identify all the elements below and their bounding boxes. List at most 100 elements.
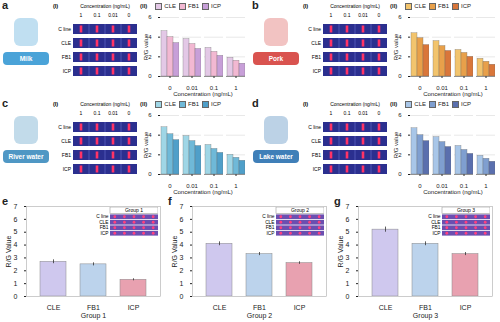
- svg-text:C line: C line: [58, 26, 71, 32]
- svg-text:R/G Value: R/G Value: [5, 236, 12, 268]
- svg-text:Group 3: Group 3: [413, 312, 438, 320]
- svg-text:0: 0: [14, 293, 18, 300]
- svg-text:Group 2: Group 2: [291, 207, 309, 213]
- svg-text:ICP: ICP: [460, 304, 472, 311]
- svg-text:0: 0: [180, 293, 184, 300]
- svg-text:Group 3: Group 3: [457, 207, 475, 213]
- svg-text:6: 6: [148, 14, 152, 20]
- svg-text:R/G Value: R/G Value: [171, 236, 178, 268]
- svg-text:R/G value: R/G value: [393, 131, 399, 158]
- svg-text:CLE: CLE: [311, 138, 321, 144]
- svg-text:ICP: ICP: [313, 166, 322, 172]
- svg-text:1: 1: [234, 183, 238, 189]
- svg-text:0: 0: [346, 293, 350, 300]
- svg-text:ICP: ICP: [433, 231, 441, 236]
- svg-text:Concentration (ng/mL): Concentration (ng/mL): [173, 91, 233, 97]
- svg-text:0.1: 0.1: [94, 110, 101, 116]
- svg-text:0: 0: [148, 73, 152, 79]
- svg-text:3: 3: [346, 254, 350, 261]
- svg-text:FB1: FB1: [432, 225, 441, 230]
- svg-text:4: 4: [346, 241, 350, 248]
- svg-text:FB1: FB1: [419, 304, 432, 311]
- svg-text:(I): (I): [53, 3, 58, 9]
- svg-text:C line: C line: [262, 214, 275, 219]
- svg-text:0.01: 0.01: [108, 110, 118, 116]
- svg-text:1: 1: [330, 12, 333, 18]
- svg-text:FB1: FB1: [87, 304, 100, 311]
- svg-text:0: 0: [148, 171, 152, 177]
- svg-text:1: 1: [14, 280, 18, 287]
- svg-text:3: 3: [14, 254, 18, 261]
- svg-text:0.1: 0.1: [344, 12, 351, 18]
- svg-text:CLE: CLE: [431, 220, 440, 225]
- svg-text:CLE: CLE: [311, 40, 321, 46]
- svg-text:CLE: CLE: [61, 138, 71, 144]
- svg-text:0: 0: [418, 85, 422, 91]
- svg-text:C line: C line: [58, 124, 71, 130]
- svg-text:FB1: FB1: [253, 304, 266, 311]
- svg-text:0.1: 0.1: [94, 12, 101, 18]
- svg-text:C line: C line: [308, 26, 321, 32]
- svg-text:ICP: ICP: [294, 304, 306, 311]
- svg-text:(I): (I): [303, 3, 308, 9]
- svg-text:3: 3: [180, 254, 184, 261]
- svg-text:ICP: ICP: [101, 231, 109, 236]
- svg-text:1: 1: [484, 85, 488, 91]
- svg-text:ICP: ICP: [63, 166, 72, 172]
- svg-text:Concentration (ng/mL): Concentration (ng/mL): [423, 91, 483, 97]
- svg-text:5: 5: [346, 228, 350, 235]
- svg-text:4: 4: [14, 241, 18, 248]
- svg-text:1: 1: [330, 110, 333, 116]
- svg-text:6: 6: [14, 216, 18, 223]
- svg-text:CLE: CLE: [99, 220, 108, 225]
- svg-text:FB1: FB1: [100, 225, 109, 230]
- svg-text:7: 7: [180, 203, 184, 210]
- svg-text:0: 0: [378, 110, 381, 116]
- svg-text:0: 0: [128, 110, 131, 116]
- svg-text:1: 1: [80, 110, 83, 116]
- svg-text:0.01: 0.01: [358, 12, 368, 18]
- svg-text:R/G value: R/G value: [143, 33, 149, 60]
- svg-text:(I): (I): [303, 101, 308, 107]
- svg-text:0: 0: [168, 183, 172, 189]
- svg-text:0.01: 0.01: [108, 12, 118, 18]
- svg-text:C line: C line: [428, 214, 441, 219]
- svg-text:CLE: CLE: [47, 304, 61, 311]
- svg-text:6: 6: [180, 216, 184, 223]
- svg-text:C line: C line: [96, 214, 109, 219]
- svg-text:6: 6: [346, 216, 350, 223]
- svg-text:Concentration (ng/mL): Concentration (ng/mL): [330, 3, 380, 9]
- svg-text:Concentration (ng/mL): Concentration (ng/mL): [80, 3, 130, 9]
- svg-text:ICP: ICP: [313, 68, 322, 74]
- svg-text:1: 1: [180, 280, 184, 287]
- svg-text:0.1: 0.1: [344, 110, 351, 116]
- svg-text:0: 0: [168, 85, 172, 91]
- svg-text:FB1: FB1: [62, 54, 71, 60]
- svg-text:CLE: CLE: [379, 304, 393, 311]
- svg-text:Group 1: Group 1: [125, 207, 143, 213]
- svg-text:0: 0: [398, 171, 402, 177]
- svg-text:Group 2: Group 2: [247, 312, 272, 320]
- svg-text:2: 2: [14, 267, 18, 274]
- svg-text:ICP: ICP: [267, 231, 275, 236]
- svg-text:0: 0: [378, 12, 381, 18]
- svg-text:FB1: FB1: [62, 152, 71, 158]
- svg-text:1: 1: [80, 12, 83, 18]
- svg-text:FB1: FB1: [312, 54, 321, 60]
- svg-text:1: 1: [346, 280, 350, 287]
- svg-text:0.01: 0.01: [358, 110, 368, 116]
- svg-text:6: 6: [398, 112, 402, 118]
- svg-text:R/G Value: R/G Value: [337, 236, 344, 268]
- svg-text:5: 5: [14, 228, 18, 235]
- svg-text:0: 0: [418, 183, 422, 189]
- svg-text:CLE: CLE: [213, 304, 227, 311]
- svg-text:Concentration (ng/mL): Concentration (ng/mL): [173, 189, 233, 195]
- svg-text:Concentration (ng/mL): Concentration (ng/mL): [80, 101, 130, 107]
- svg-text:5: 5: [180, 228, 184, 235]
- svg-text:CLE: CLE: [265, 220, 274, 225]
- svg-text:Concentration (ng/mL): Concentration (ng/mL): [423, 189, 483, 195]
- svg-text:Concentration (ng/mL): Concentration (ng/mL): [330, 101, 380, 107]
- svg-text:CLE: CLE: [61, 40, 71, 46]
- svg-text:7: 7: [346, 203, 350, 210]
- svg-text:R/G value: R/G value: [393, 33, 399, 60]
